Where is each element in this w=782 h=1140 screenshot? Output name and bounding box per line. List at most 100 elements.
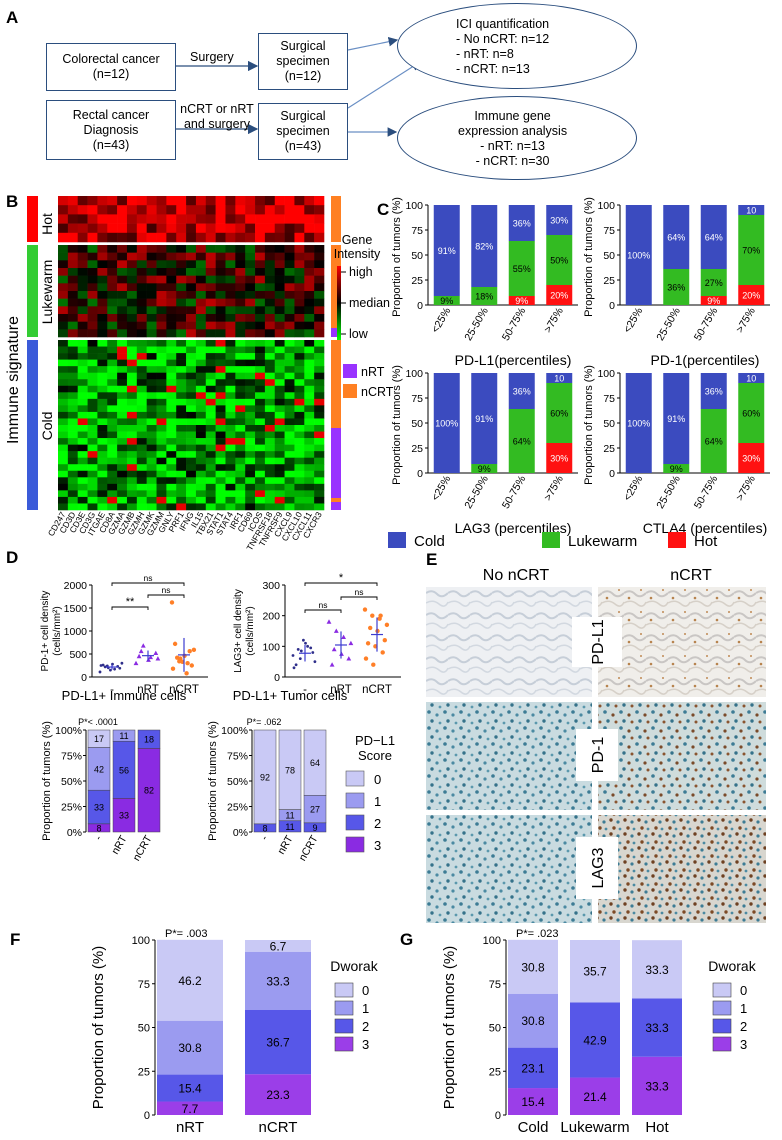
c-xtick-label: 50-75% (692, 474, 720, 511)
heatmap-cell (87, 418, 98, 426)
heatmap-cell (304, 464, 315, 472)
heatmap-cell (136, 444, 147, 452)
heatmap-cell (225, 405, 236, 413)
heatmap-cell (58, 496, 69, 504)
heatmap-cell (314, 205, 325, 215)
heatmap-cell (294, 379, 305, 387)
heatmap-cell (117, 496, 128, 504)
panel-label-d: D (6, 548, 19, 567)
heatmap-cell (166, 366, 177, 373)
heatmap-cell (195, 398, 207, 406)
c-bar-cold (625, 373, 652, 473)
heatmap-cell (304, 490, 315, 498)
fg-bar-segment-label: 30.8 (521, 960, 545, 974)
c-bar-label: 55% (513, 264, 531, 274)
heatmap-cell (97, 291, 108, 299)
heatmap-cell (274, 418, 285, 426)
heatmap-cell (107, 306, 118, 315)
heatmap-cell (195, 470, 207, 478)
c-bar-lukewarm (700, 409, 727, 473)
heatmap-cell (215, 425, 226, 432)
heatmap-cell (146, 411, 157, 419)
heatmap-cell (205, 477, 216, 485)
heatmap-cell (166, 438, 177, 445)
heatmap-cell (255, 457, 266, 465)
heatmap-cell (87, 359, 98, 367)
heatmap-cell (255, 353, 266, 360)
heatmap-cell (205, 291, 216, 299)
heatmap-cell (304, 379, 315, 387)
heatmap-cell (205, 196, 216, 206)
heatmap-cell (245, 438, 256, 445)
heatmap-cell (264, 483, 276, 491)
d-xtick-label: nCRT (169, 684, 199, 696)
heatmap-cell (225, 425, 236, 432)
heatmap-cell (156, 321, 167, 330)
heatmap-cell (245, 483, 256, 491)
heatmap-cell (67, 321, 78, 330)
heatmap-cell (67, 232, 78, 243)
d-point (368, 625, 373, 631)
heatmap-cell (67, 405, 78, 413)
heatmap-cell (107, 444, 118, 452)
heatmap-cell (274, 379, 285, 387)
c-bar-hot (700, 296, 727, 305)
heatmap-cell (245, 405, 256, 413)
heatmap-cell (205, 252, 216, 261)
heatmap-cell (166, 483, 177, 491)
heatmap-cell (87, 392, 98, 400)
heatmap-cell (58, 359, 69, 367)
heatmap-cell (87, 268, 98, 276)
c-bar-label: 9% (515, 296, 528, 306)
heatmap-cell (195, 260, 207, 269)
heatmap-cell (176, 314, 187, 322)
heatmap-cell (186, 232, 197, 243)
heatmap-cell (304, 451, 315, 458)
heatmap-cell (235, 438, 246, 445)
heatmap-cell (117, 477, 128, 485)
ellipse-immune-gene-expression: Immune gene expression analysis - nRT: n=… (397, 96, 637, 180)
heatmap-cell (77, 252, 88, 261)
heatmap-cell (58, 223, 69, 234)
heatmap-cell (166, 245, 177, 253)
heatmap-cell (294, 245, 305, 253)
heatmap-cell (117, 451, 128, 458)
heatmap-cell (126, 232, 138, 243)
c-bar-cold (508, 205, 535, 241)
heatmap-cell (107, 196, 118, 206)
heatmap-cell (77, 329, 88, 338)
heatmap-cell (176, 405, 187, 413)
d-bar-segment (87, 729, 111, 748)
fg-ytick-label: 25 (489, 1066, 501, 1078)
heatmap-cells (58, 196, 325, 511)
heatmap-cell (97, 321, 108, 330)
heatmap-cell (215, 503, 226, 511)
d-ytick-label: 0 (81, 672, 87, 684)
heatmap-cell (245, 431, 256, 439)
d-point (98, 670, 102, 674)
heatmap-cell (87, 260, 98, 269)
fg-bar-segment (157, 1074, 223, 1102)
heatmap-cell (58, 260, 69, 269)
heatmap-cell (215, 346, 226, 354)
heatmap-cell (136, 470, 147, 478)
heatmap-cell (97, 340, 108, 347)
heatmap-cell (195, 366, 207, 373)
heatmap-cell (314, 223, 325, 234)
heatmap-cell (87, 232, 98, 243)
heatmap-cell (195, 214, 207, 224)
heatmap-cell (126, 196, 138, 206)
d-bar-segment-label: 82 (144, 786, 154, 796)
d-point (365, 641, 371, 646)
heatmap-cell (235, 245, 246, 253)
fg-ytick-label: 75 (489, 979, 501, 991)
heatmap-cell (314, 405, 325, 413)
heatmap-cell (245, 321, 256, 330)
legend-high: high (349, 265, 373, 279)
heatmap-cell (136, 353, 147, 360)
heatmap-cell (136, 425, 147, 432)
c-ytick-label: 100 (405, 368, 423, 380)
heatmap-cell (97, 418, 108, 426)
heatmap-cell (195, 306, 207, 315)
heatmap-cell (274, 283, 285, 292)
